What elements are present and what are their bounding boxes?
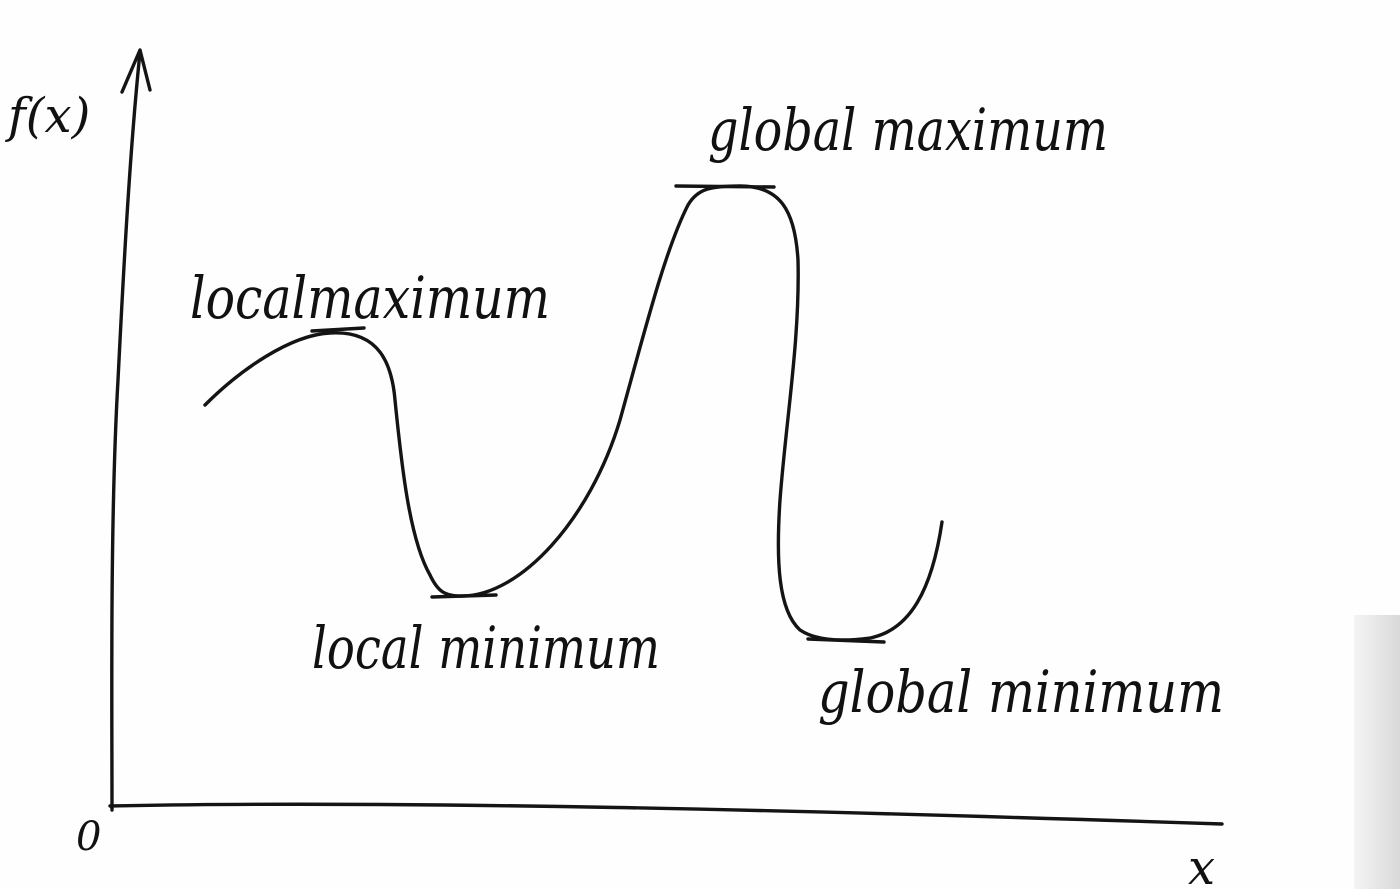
local-minimum-tangent (430, 593, 498, 599)
local-maximum-tangent (310, 326, 366, 333)
local-minimum-label: local minimum (312, 614, 660, 682)
y-axis (110, 50, 142, 812)
y-axis-arrowhead (120, 48, 152, 94)
local-maximum-label: localmaximum (190, 264, 550, 332)
global-minimum-tangent (806, 637, 886, 644)
global-minimum-label: global minimum (818, 658, 1224, 726)
page-edge-shadow (1354, 615, 1400, 889)
x-axis (108, 802, 1224, 826)
y-axis-label: f(x) (5, 88, 90, 144)
function-curve (203, 184, 944, 642)
global-maximum-label: global maximum (708, 96, 1108, 164)
global-maximum-tangent (674, 184, 776, 189)
x-axis-label: x (1188, 840, 1215, 889)
origin-label: 0 (76, 814, 101, 860)
